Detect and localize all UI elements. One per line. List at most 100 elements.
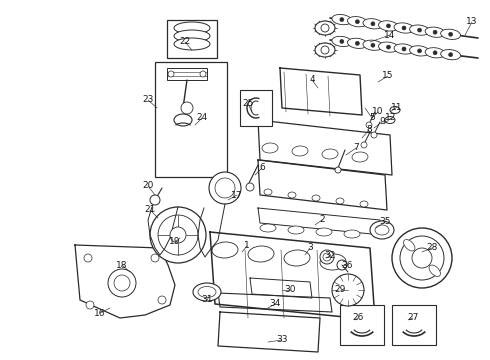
Ellipse shape (429, 265, 441, 276)
Bar (240, 90, 272, 126)
Ellipse shape (394, 23, 414, 33)
Ellipse shape (260, 224, 276, 232)
Circle shape (151, 254, 159, 262)
Ellipse shape (322, 149, 338, 159)
Ellipse shape (441, 29, 461, 40)
Text: 15: 15 (382, 72, 394, 81)
Ellipse shape (378, 42, 398, 52)
Circle shape (215, 178, 235, 198)
Circle shape (417, 28, 421, 32)
Ellipse shape (174, 22, 210, 34)
Ellipse shape (344, 230, 360, 238)
Circle shape (320, 250, 334, 264)
Ellipse shape (248, 246, 274, 262)
Circle shape (449, 32, 453, 36)
Ellipse shape (385, 117, 395, 123)
Ellipse shape (379, 21, 398, 31)
Ellipse shape (315, 21, 335, 35)
Text: 23: 23 (142, 95, 154, 104)
Circle shape (392, 228, 452, 288)
Polygon shape (258, 120, 392, 175)
Text: 33: 33 (276, 336, 288, 345)
Circle shape (108, 269, 136, 297)
Text: 8: 8 (366, 126, 372, 135)
Circle shape (246, 183, 254, 191)
Polygon shape (75, 245, 175, 318)
Text: 5: 5 (369, 113, 375, 122)
Circle shape (402, 47, 406, 51)
Ellipse shape (363, 40, 383, 50)
Text: 21: 21 (145, 206, 156, 215)
Circle shape (200, 71, 206, 77)
Circle shape (209, 172, 241, 204)
Ellipse shape (174, 30, 210, 42)
Text: 34: 34 (270, 300, 281, 309)
Circle shape (340, 40, 344, 44)
Text: 27: 27 (407, 314, 418, 323)
Circle shape (371, 132, 377, 138)
Text: 3: 3 (307, 243, 313, 252)
Ellipse shape (316, 228, 332, 236)
Text: 17: 17 (231, 190, 243, 199)
Bar (155, 62, 227, 177)
Text: 7: 7 (353, 144, 359, 153)
Ellipse shape (375, 225, 389, 235)
Circle shape (150, 207, 206, 263)
Ellipse shape (262, 143, 278, 153)
Circle shape (371, 43, 375, 47)
Ellipse shape (312, 195, 320, 201)
Circle shape (158, 215, 198, 255)
Ellipse shape (410, 46, 430, 56)
Ellipse shape (352, 152, 368, 162)
Circle shape (181, 102, 193, 114)
Ellipse shape (425, 48, 445, 58)
Text: 18: 18 (116, 261, 128, 270)
Text: 29: 29 (334, 285, 345, 294)
Text: 31: 31 (201, 296, 213, 305)
Ellipse shape (292, 146, 308, 156)
Circle shape (170, 227, 186, 243)
Circle shape (387, 45, 391, 49)
Text: 36: 36 (341, 261, 353, 270)
Circle shape (449, 53, 453, 57)
Circle shape (355, 41, 359, 45)
Circle shape (114, 275, 130, 291)
Bar (340, 305, 384, 345)
Ellipse shape (390, 107, 400, 113)
Bar (167, 20, 217, 58)
Text: 24: 24 (196, 113, 208, 122)
Text: 2: 2 (319, 216, 325, 225)
Ellipse shape (360, 201, 368, 207)
Circle shape (84, 254, 92, 262)
Ellipse shape (198, 287, 216, 297)
Bar (167, 68, 207, 80)
Polygon shape (210, 232, 375, 320)
Ellipse shape (363, 19, 383, 29)
Text: 4: 4 (309, 76, 315, 85)
Circle shape (366, 122, 372, 128)
Circle shape (340, 18, 344, 22)
Text: 22: 22 (179, 37, 191, 46)
Text: 9: 9 (379, 117, 385, 126)
Circle shape (417, 49, 421, 53)
Ellipse shape (284, 250, 310, 266)
Circle shape (433, 51, 437, 55)
Ellipse shape (347, 17, 368, 27)
Text: 16: 16 (94, 309, 106, 318)
Text: 11: 11 (391, 103, 403, 112)
Ellipse shape (404, 239, 415, 251)
Bar (392, 305, 436, 345)
Ellipse shape (347, 38, 368, 49)
Text: 10: 10 (372, 108, 384, 117)
Circle shape (321, 46, 329, 54)
Circle shape (150, 195, 160, 205)
Text: 19: 19 (169, 238, 181, 247)
Ellipse shape (315, 43, 335, 57)
Ellipse shape (288, 192, 296, 198)
Circle shape (402, 26, 406, 30)
Polygon shape (250, 278, 312, 298)
Text: 6: 6 (259, 163, 265, 172)
Ellipse shape (441, 50, 461, 60)
Circle shape (335, 167, 341, 173)
Ellipse shape (264, 189, 272, 195)
